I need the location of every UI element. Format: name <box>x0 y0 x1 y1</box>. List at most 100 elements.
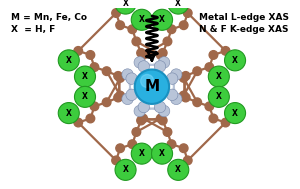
Circle shape <box>163 37 172 46</box>
Circle shape <box>74 66 95 87</box>
Text: Metal L-edge XAS
N & F K-edge XAS: Metal L-edge XAS N & F K-edge XAS <box>199 13 289 34</box>
Circle shape <box>112 9 120 17</box>
Circle shape <box>112 156 120 165</box>
Circle shape <box>137 116 146 125</box>
Circle shape <box>128 25 136 34</box>
Circle shape <box>158 57 170 68</box>
Circle shape <box>74 118 82 127</box>
Circle shape <box>182 72 190 80</box>
Circle shape <box>221 118 230 127</box>
Circle shape <box>114 93 122 102</box>
Circle shape <box>116 74 124 82</box>
Circle shape <box>179 144 188 153</box>
Text: X: X <box>232 56 238 65</box>
Text: X: X <box>123 165 128 174</box>
Circle shape <box>154 101 166 113</box>
Circle shape <box>224 50 246 71</box>
Circle shape <box>154 61 166 72</box>
Circle shape <box>179 91 188 100</box>
Circle shape <box>138 101 149 113</box>
Circle shape <box>221 47 230 55</box>
Circle shape <box>179 74 188 82</box>
Circle shape <box>122 69 133 80</box>
Circle shape <box>193 98 202 107</box>
Text: X: X <box>175 165 181 174</box>
Circle shape <box>170 93 182 105</box>
Circle shape <box>132 37 141 46</box>
Circle shape <box>168 159 189 180</box>
Text: X: X <box>123 0 128 8</box>
Circle shape <box>139 51 147 59</box>
Circle shape <box>102 98 111 107</box>
Text: X: X <box>175 0 181 8</box>
Circle shape <box>209 51 218 59</box>
Circle shape <box>152 9 172 30</box>
Circle shape <box>163 128 172 136</box>
Text: X: X <box>159 15 165 24</box>
Circle shape <box>126 89 137 101</box>
Text: X: X <box>139 149 145 158</box>
Circle shape <box>115 159 136 180</box>
Circle shape <box>158 116 167 125</box>
Circle shape <box>224 103 246 124</box>
Text: X: X <box>66 56 72 65</box>
Circle shape <box>209 114 218 123</box>
Circle shape <box>138 61 149 72</box>
Circle shape <box>208 66 229 87</box>
Circle shape <box>134 57 146 68</box>
Text: M: M <box>144 79 160 94</box>
Text: X: X <box>82 92 88 101</box>
Circle shape <box>131 143 152 164</box>
Circle shape <box>126 73 137 84</box>
Circle shape <box>132 128 141 136</box>
Circle shape <box>167 89 178 101</box>
Circle shape <box>116 91 124 100</box>
Circle shape <box>167 140 176 149</box>
Circle shape <box>114 72 122 80</box>
Circle shape <box>116 21 124 29</box>
Circle shape <box>116 144 124 153</box>
Circle shape <box>137 49 146 57</box>
Circle shape <box>183 156 192 165</box>
Text: M = Mn, Fe, Co
X  = H, F: M = Mn, Fe, Co X = H, F <box>11 13 87 34</box>
Circle shape <box>179 21 188 29</box>
Text: X: X <box>216 92 222 101</box>
Circle shape <box>182 93 190 102</box>
Circle shape <box>156 51 165 59</box>
Text: X: X <box>139 15 145 24</box>
Circle shape <box>193 67 202 75</box>
Circle shape <box>139 114 147 123</box>
Circle shape <box>131 9 152 30</box>
Circle shape <box>168 0 189 14</box>
Circle shape <box>158 49 167 57</box>
Circle shape <box>183 9 192 17</box>
Circle shape <box>74 86 95 107</box>
Circle shape <box>205 102 214 111</box>
Text: X: X <box>232 108 238 118</box>
Text: X: X <box>159 149 165 158</box>
Circle shape <box>156 114 165 123</box>
Circle shape <box>134 105 146 117</box>
Circle shape <box>102 67 111 75</box>
Circle shape <box>167 73 178 84</box>
Circle shape <box>90 63 99 71</box>
Circle shape <box>158 105 170 117</box>
Circle shape <box>128 140 136 149</box>
Circle shape <box>86 51 95 59</box>
Circle shape <box>58 103 79 124</box>
Circle shape <box>205 63 214 71</box>
Text: X: X <box>216 72 222 81</box>
Circle shape <box>141 74 154 88</box>
Text: X: X <box>82 72 88 81</box>
Circle shape <box>167 25 176 34</box>
Text: X: X <box>66 108 72 118</box>
Circle shape <box>135 70 169 104</box>
Circle shape <box>170 69 182 80</box>
Circle shape <box>74 47 82 55</box>
Circle shape <box>152 143 172 164</box>
Circle shape <box>122 93 133 105</box>
Circle shape <box>208 86 229 107</box>
Circle shape <box>115 0 136 14</box>
Circle shape <box>86 114 95 123</box>
Circle shape <box>90 102 99 111</box>
